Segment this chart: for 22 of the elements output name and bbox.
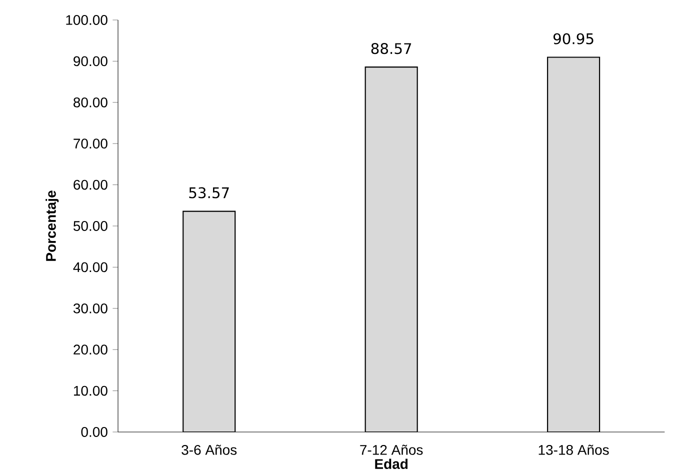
x-tick-label: 13-18 Años — [538, 444, 609, 455]
bar — [182, 210, 236, 432]
y-tick-label: 90.00 — [74, 56, 108, 66]
y-tick-label: 20.00 — [74, 344, 108, 355]
y-tick-label: 60.00 — [74, 180, 108, 190]
y-tick-label: 100.00 — [66, 15, 108, 25]
data-label: 90.95 — [553, 33, 594, 44]
y-tick-label: 30.00 — [73, 303, 108, 314]
x-tick-label: 7-12 Años — [360, 444, 423, 455]
bar — [547, 56, 600, 432]
y-tick-label: 70.00 — [74, 138, 108, 149]
y-tick-label: 40.00 — [73, 262, 108, 272]
data-label: 88.57 — [371, 43, 412, 54]
x-tick-label: 3-6 Años — [182, 444, 237, 455]
y-tick-label: 50.00 — [73, 221, 108, 231]
data-label: 53.57 — [189, 187, 229, 198]
y-tick-label: 0.00 — [81, 427, 108, 437]
y-tick-label: 10.00 — [74, 386, 108, 396]
y-tick-label: 80.00 — [74, 97, 108, 108]
bar — [364, 66, 418, 432]
y-axis-title: Porcentaje — [46, 190, 59, 261]
x-axis-title: Edad — [375, 458, 408, 469]
